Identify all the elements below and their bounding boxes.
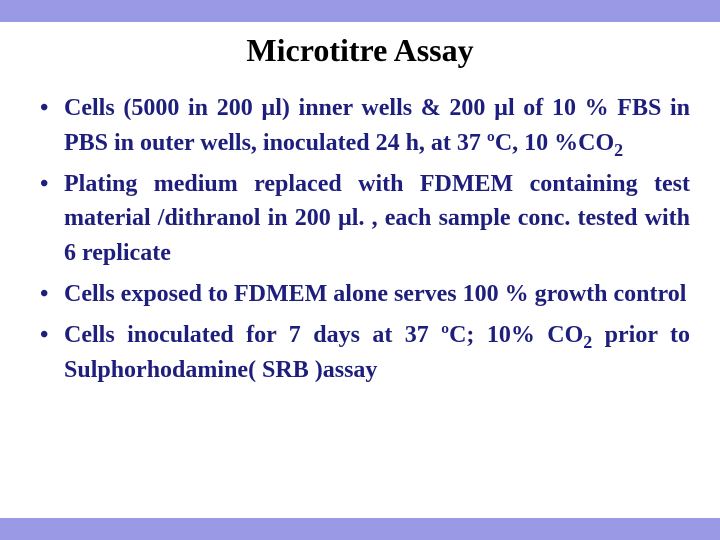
list-item: Cells (5000 in 200 µl) inner wells & 200… [30,91,690,161]
list-item: Plating medium replaced with FDMEM conta… [30,167,690,271]
slide-title: Microtitre Assay [30,32,690,69]
list-item: Cells exposed to FDMEM alone serves 100 … [30,277,690,312]
slide-body: Microtitre Assay Cells (5000 in 200 µl) … [0,22,720,518]
bullet-list: Cells (5000 in 200 µl) inner wells & 200… [30,91,690,387]
top-bar [0,0,720,22]
bottom-bar [0,518,720,540]
list-item: Cells inoculated for 7 days at 37 ºC; 10… [30,318,690,388]
